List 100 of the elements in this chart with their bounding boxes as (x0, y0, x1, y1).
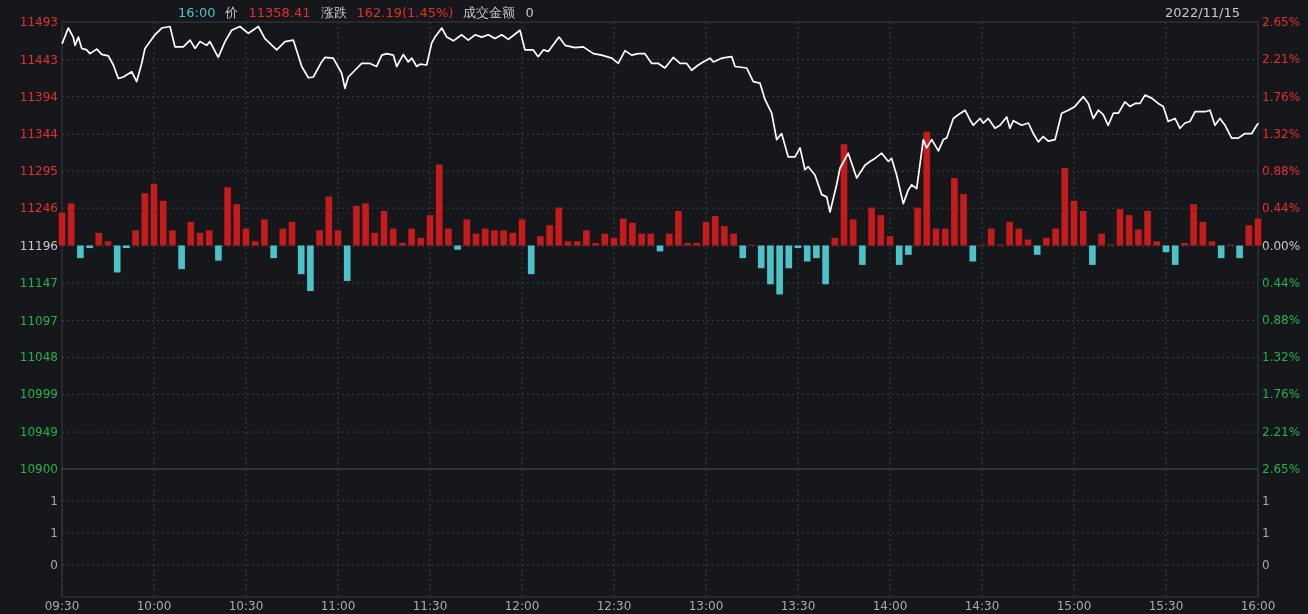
bar (693, 242, 701, 246)
bar (730, 233, 737, 246)
bar (463, 219, 471, 246)
y2-tick-label: 0 (1262, 558, 1270, 572)
bar (905, 245, 912, 255)
bar (849, 219, 857, 246)
x-tick-label: 09:30 (44, 599, 80, 613)
bar (297, 245, 305, 275)
y2-tick-label: 1 (1262, 494, 1270, 508)
bar (757, 245, 765, 269)
bar (702, 221, 710, 246)
bar (178, 245, 185, 270)
bar (408, 228, 415, 246)
bar (813, 245, 820, 259)
bar (389, 228, 397, 246)
bar (767, 245, 774, 285)
x-tick-label: 13:00 (688, 599, 724, 613)
bar (951, 178, 958, 246)
line-series (61, 25, 1259, 213)
bar (638, 233, 645, 246)
y2-tick-label: 1 (1262, 526, 1270, 540)
bar (307, 245, 314, 292)
bar (251, 241, 259, 246)
bar (895, 245, 903, 265)
y2-tick-label: 2.65% (1262, 462, 1301, 476)
bar (619, 218, 627, 246)
y-tick-label: 11097 (19, 313, 58, 328)
bar (187, 221, 195, 246)
bar (831, 237, 839, 246)
bar (592, 242, 599, 246)
bar (141, 193, 149, 246)
bar (491, 230, 498, 246)
text: 价 (224, 5, 239, 20)
y-tick-label: 11295 (19, 164, 58, 179)
bar (739, 245, 747, 259)
bar (629, 222, 636, 246)
x-tick-label: 10:30 (228, 599, 264, 613)
y-tick-label: 1 (50, 526, 58, 540)
bar (159, 200, 167, 246)
x-tick-label: 15:30 (1148, 599, 1184, 613)
bar (67, 203, 75, 246)
bar (1006, 221, 1013, 246)
bar (224, 187, 231, 246)
x-tick-label: 15:00 (1056, 599, 1092, 613)
bar (399, 242, 406, 246)
bar (233, 204, 241, 246)
text: 162.19(1.45%) (356, 5, 454, 20)
bar (270, 245, 277, 259)
y-tick-label: 11493 (19, 15, 58, 29)
bar (1033, 245, 1041, 255)
bar (583, 230, 590, 246)
y2-tick-label: 1.32% (1262, 349, 1301, 364)
y-tick-label: 11394 (19, 89, 58, 104)
bar (500, 230, 507, 246)
y-tick-label: 11048 (19, 350, 58, 365)
bar (343, 245, 351, 281)
bar (711, 215, 719, 246)
y-tick-label: 11246 (19, 201, 58, 216)
bar (426, 215, 434, 246)
bar (1171, 245, 1179, 265)
bar (334, 230, 342, 246)
bar (104, 241, 112, 246)
y2-tick-label: 1.32% (1262, 127, 1301, 142)
bar (1135, 229, 1142, 246)
bar (969, 245, 977, 262)
bar (518, 219, 526, 246)
y-tick-label: 10900 (19, 462, 58, 476)
y2-tick-label: 0.88% (1262, 312, 1301, 327)
y-tick-label: 10949 (19, 425, 58, 440)
bar (77, 245, 84, 259)
x-tick-label: 12:30 (596, 599, 632, 613)
text: 涨跌 (320, 5, 347, 20)
bar (721, 226, 728, 246)
bar (647, 233, 655, 246)
y2-tick-label: 1.76% (1262, 386, 1301, 401)
bar (95, 232, 103, 246)
bar (380, 210, 388, 246)
bar (1153, 241, 1161, 246)
bar (1181, 242, 1188, 246)
bar (776, 245, 783, 295)
bar (1199, 221, 1207, 246)
bar (1043, 237, 1050, 246)
y2-tick-label: 0.44% (1262, 275, 1301, 290)
bar (113, 245, 121, 273)
bar (877, 215, 885, 246)
bar (923, 131, 931, 246)
bar (1015, 228, 1023, 246)
bar (1098, 233, 1105, 246)
y-tick-label: 11196 (19, 238, 58, 253)
bar (822, 245, 829, 285)
bar (1061, 167, 1069, 246)
y-tick-label: 11147 (19, 275, 58, 290)
x-tick-label: 13:30 (780, 599, 816, 613)
bar (169, 230, 176, 246)
bar (1144, 210, 1151, 246)
y-tick-label: 11443 (19, 52, 58, 67)
x-tick-label: 14:30 (964, 599, 1000, 613)
bar (675, 210, 682, 246)
bar (914, 207, 921, 246)
bar (316, 230, 323, 246)
